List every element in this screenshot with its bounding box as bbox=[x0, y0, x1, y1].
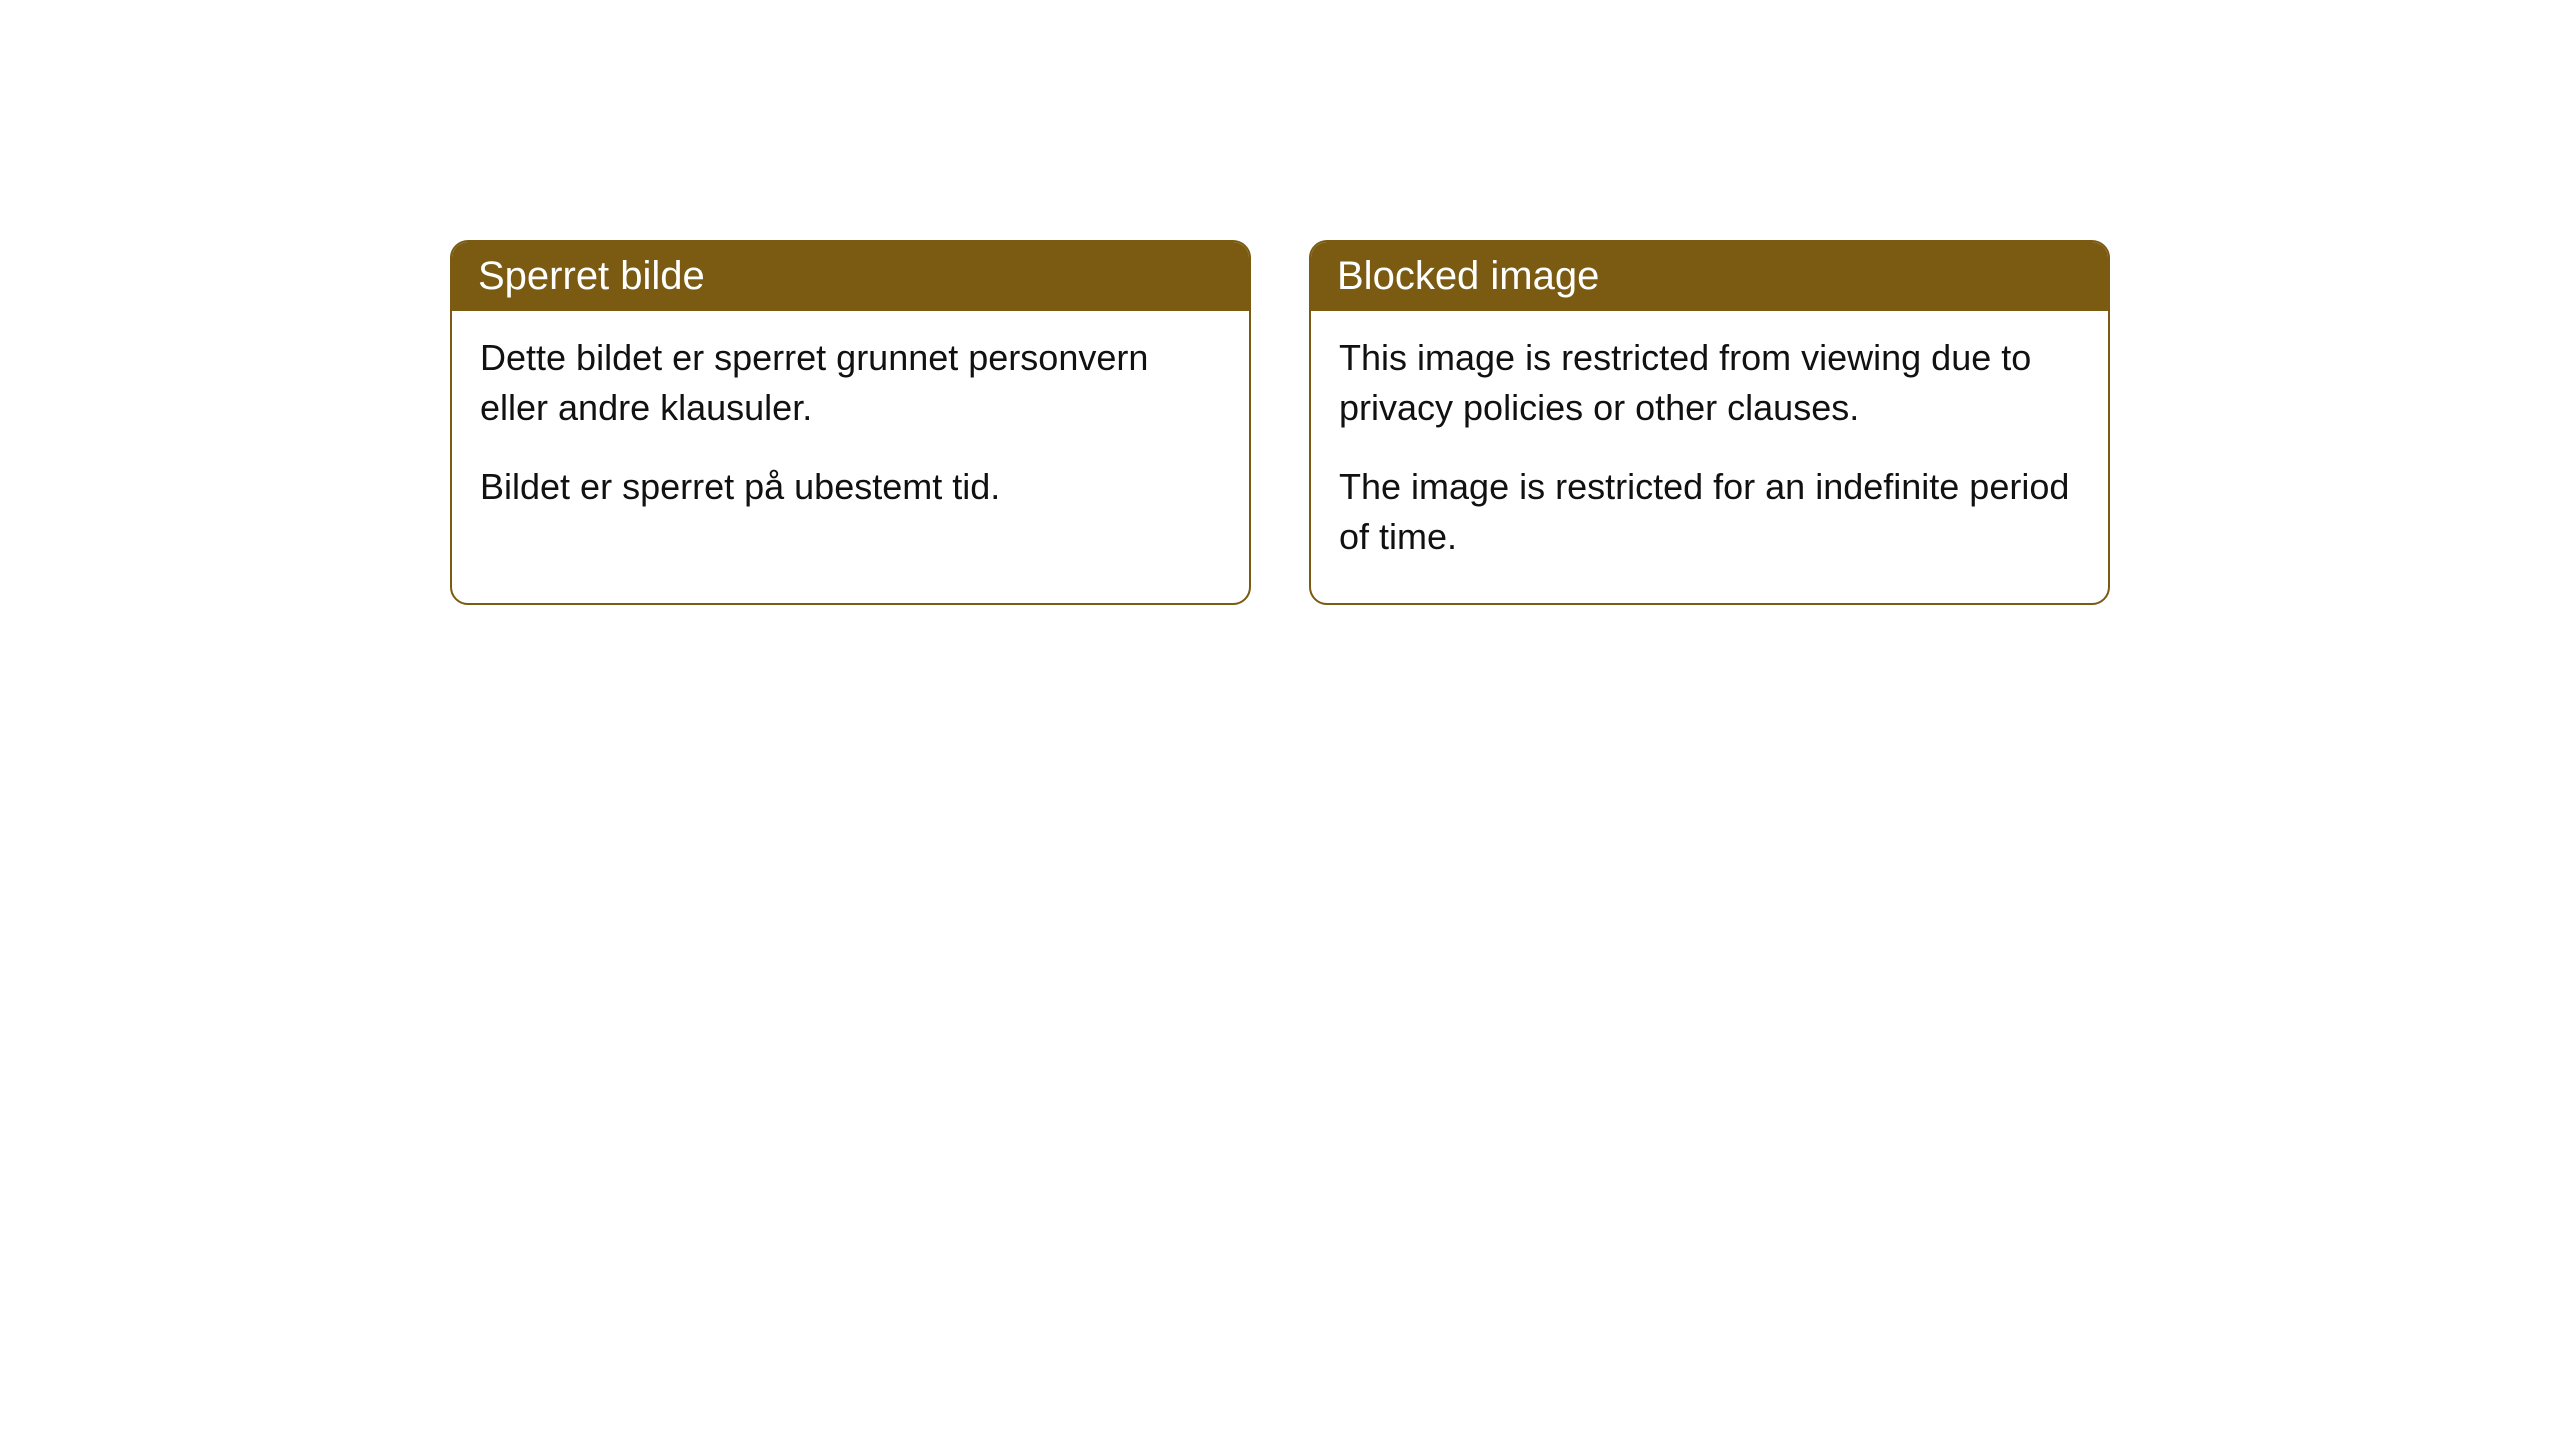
card-paragraph: Dette bildet er sperret grunnet personve… bbox=[480, 333, 1221, 434]
card-header-english: Blocked image bbox=[1311, 242, 2108, 311]
card-body-english: This image is restricted from viewing du… bbox=[1311, 311, 2108, 603]
card-norwegian: Sperret bilde Dette bildet er sperret gr… bbox=[450, 240, 1251, 605]
cards-container: Sperret bilde Dette bildet er sperret gr… bbox=[450, 240, 2110, 605]
card-header-norwegian: Sperret bilde bbox=[452, 242, 1249, 311]
card-english: Blocked image This image is restricted f… bbox=[1309, 240, 2110, 605]
card-paragraph: The image is restricted for an indefinit… bbox=[1339, 462, 2080, 563]
card-title: Blocked image bbox=[1337, 254, 1599, 298]
card-paragraph: This image is restricted from viewing du… bbox=[1339, 333, 2080, 434]
card-title: Sperret bilde bbox=[478, 254, 705, 298]
card-body-norwegian: Dette bildet er sperret grunnet personve… bbox=[452, 311, 1249, 552]
card-paragraph: Bildet er sperret på ubestemt tid. bbox=[480, 462, 1221, 512]
